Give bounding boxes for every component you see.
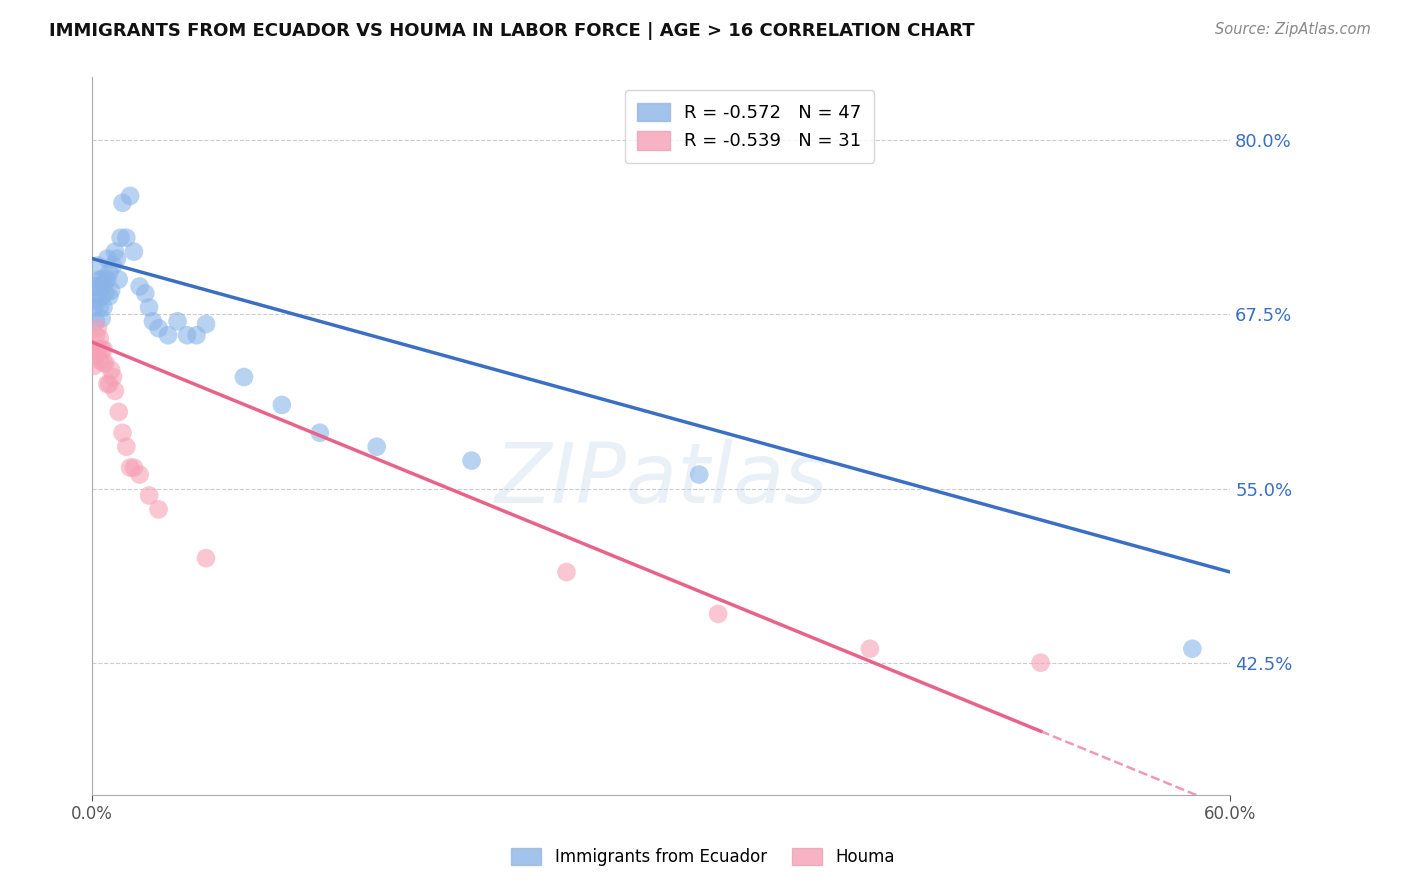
Point (100, 363, 122, 377)
Point (84, 279, 107, 293)
Point (460, 453, 482, 467)
Point (148, 502, 170, 516)
Point (138, 301, 160, 315)
Point (104, 384, 127, 398)
Point (90, 272, 112, 286)
Point (87, 259, 110, 273)
Legend: R = -0.572   N = 47, R = -0.539   N = 31: R = -0.572 N = 47, R = -0.539 N = 31 (624, 90, 875, 163)
Text: Source: ZipAtlas.com: Source: ZipAtlas.com (1215, 22, 1371, 37)
Point (87, 279, 110, 293)
Point (232, 370, 254, 384)
Legend: Immigrants from Ecuador, Houma: Immigrants from Ecuador, Houma (505, 841, 901, 873)
Point (122, 244, 145, 259)
Point (94, 286, 117, 301)
Point (84, 314, 107, 328)
Point (90, 342, 112, 356)
Point (128, 467, 150, 482)
Point (90, 289, 112, 303)
Point (98, 376, 121, 391)
Point (83, 301, 105, 315)
Point (96, 252, 118, 266)
Text: IMMIGRANTS FROM ECUADOR VS HOUMA IN LABOR FORCE | AGE > 16 CORRELATION CHART: IMMIGRANTS FROM ECUADOR VS HOUMA IN LABO… (49, 22, 974, 40)
Point (186, 328, 208, 343)
Point (166, 314, 188, 328)
Point (105, 252, 128, 266)
Text: ZIPatlas: ZIPatlas (495, 439, 828, 520)
Point (195, 317, 218, 331)
Point (94, 356, 117, 370)
Point (83, 286, 105, 301)
Point (98, 289, 121, 303)
Point (87, 321, 110, 335)
Point (688, 467, 710, 482)
Point (195, 551, 218, 566)
Point (110, 230, 132, 244)
Point (87, 342, 110, 356)
Point (93, 279, 115, 293)
Point (83, 342, 105, 356)
Point (111, 195, 134, 210)
Point (142, 314, 165, 328)
Point (176, 328, 198, 343)
Point (89, 353, 111, 368)
Point (308, 425, 330, 440)
Point (83, 359, 105, 373)
Point (89, 272, 111, 286)
Point (157, 328, 180, 343)
Point (555, 565, 578, 579)
Point (104, 244, 127, 259)
Point (93, 342, 115, 356)
Point (87, 293, 110, 308)
Point (1181, 641, 1204, 656)
Point (101, 370, 124, 384)
Point (148, 321, 170, 335)
Point (94, 272, 117, 286)
Point (138, 488, 160, 502)
Point (90, 311, 112, 326)
Point (107, 272, 129, 286)
Point (98, 266, 121, 280)
Point (366, 440, 388, 454)
Point (115, 440, 138, 454)
Point (107, 405, 129, 419)
Point (84, 328, 107, 343)
Point (1029, 656, 1052, 670)
Point (128, 279, 150, 293)
Point (120, 189, 142, 203)
Point (270, 398, 292, 412)
Point (111, 425, 134, 440)
Point (100, 284, 122, 298)
Point (89, 301, 111, 315)
Point (96, 272, 118, 286)
Point (707, 607, 730, 621)
Point (101, 259, 124, 273)
Point (120, 460, 142, 475)
Point (115, 230, 138, 244)
Point (93, 301, 115, 315)
Point (89, 331, 111, 345)
Point (859, 641, 882, 656)
Point (93, 356, 115, 370)
Point (134, 286, 156, 301)
Point (96, 376, 118, 391)
Point (122, 460, 145, 475)
Point (84, 349, 107, 363)
